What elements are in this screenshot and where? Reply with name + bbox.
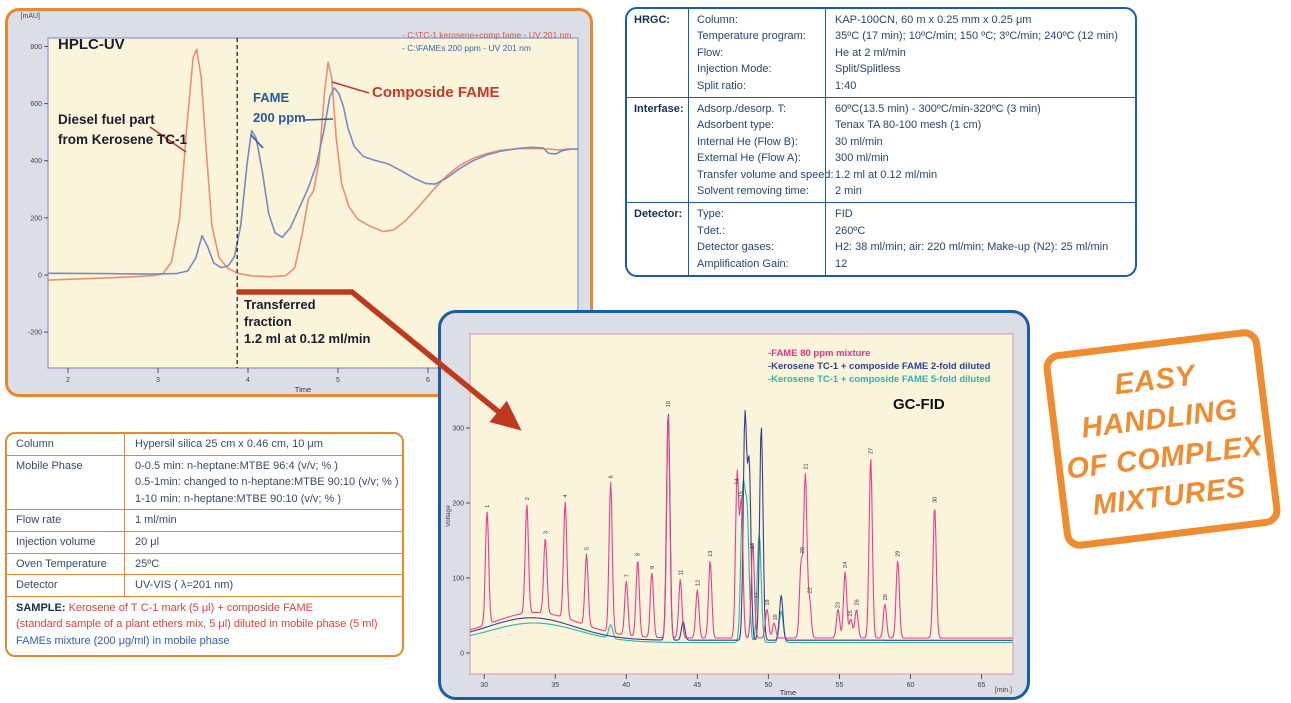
method-table-row: Injection volume 20 μl — [7, 530, 402, 553]
method-param-value: 1 ml/min — [135, 514, 177, 527]
gc-fid-panel — [438, 310, 1030, 700]
hrgc-param-value: 1.2 ml at 0.12 ml/min — [835, 168, 938, 181]
hrgc-param-name: Temperature program: — [697, 30, 806, 43]
hrgc-param-value: 30 ml/min — [835, 135, 883, 148]
hrgc-param-value: 60ºC(13.5 min) - 300ºC/min-320ºC (3 min) — [835, 103, 1041, 116]
hrgc-param-name: Solvent removing time: — [697, 185, 809, 198]
easy-handling-stamp: EASY HANDLING OF COMPLEX MIXTURES — [1041, 327, 1283, 551]
hrgc-param-value: H2: 38 ml/min; air: 220 ml/min; Make-up … — [835, 241, 1109, 254]
hrgc-param-name: Flow: — [697, 46, 724, 59]
method-param-value: 0-0.5 min: n-heptane:MTBE 96:4 (v/v; % ) — [135, 459, 338, 472]
hrgc-param-name: Split ratio: — [697, 79, 746, 92]
method-table-row: Flow rate 1 ml/min — [7, 509, 402, 531]
method-table-row: Mobile Phase 0-0.5 min: n-heptane:MTBE 96… — [7, 454, 402, 510]
hrgc-param-value: Split/Splitless — [835, 63, 901, 76]
hrgc-param-value: Tenax TA 80-100 mesh (1 cm) — [835, 119, 982, 132]
method-param-value: 0.5-1min: changed to n-heptane:MTBE 90:1… — [135, 476, 399, 489]
hrgc-param-name: Injection Mode: — [697, 63, 772, 76]
hrgc-param-value: FID — [835, 208, 853, 221]
hrgc-param-value: 1:40 — [835, 79, 857, 92]
hrgc-section-label: HRGC: — [627, 9, 689, 98]
method-param-name: Injection volume — [7, 531, 125, 553]
method-table-row: Detector UV-VIS ( λ=201 nm) — [7, 574, 402, 596]
hrgc-section: HRGC: Column: Temperature program: Flow: Inj… — [627, 9, 1135, 98]
hrgc-param-name: External He (Flow A): — [697, 152, 801, 165]
sample-label: SAMPLE: — [16, 601, 66, 614]
sample-description: SAMPLE: Kerosene of Т С-1 mark (5 μl) + … — [7, 597, 402, 655]
method-param-name: Column — [7, 434, 125, 455]
hrgc-param-name: Adsorp./desorp. T: — [697, 103, 787, 116]
sample-line3: FAMEs mixture (200 μg/ml) in mobile phas… — [16, 634, 230, 647]
method-param-name: Flow rate — [7, 510, 125, 531]
hrgc-param-value: He at 2 ml/min — [835, 46, 906, 59]
method-param-name: Mobile Phase — [7, 455, 125, 510]
sample-line1: Kerosene of Т С-1 mark (5 μl) + composid… — [68, 601, 314, 614]
hrgc-section-label: Interfase: — [627, 98, 689, 203]
hrgc-param-name: Detector gases: — [697, 241, 775, 254]
sample-line2: (standard sample of a plant ethers mix, … — [16, 618, 378, 631]
hrgc-section: Detector: Type: Tdet.: Detector gases: Ampli… — [627, 202, 1135, 276]
hrgc-param-name: Type: — [697, 208, 724, 221]
hrgc-param-name: Amplification Gain: — [697, 257, 789, 270]
hrgc-section-label: Detector: — [627, 203, 689, 276]
method-param-value: Hypersil silica 25 cm x 0.46 cm, 10 μm — [135, 438, 323, 450]
hrgc-param-value: KAP-100CN, 60 m x 0.25 mm x 0.25 μm — [835, 14, 1032, 26]
hrgc-param-name: Internal He (Flow B): — [697, 135, 798, 148]
hrgc-section: Interfase: Adsorp./desorp. T: Adsorbent ty… — [627, 97, 1135, 203]
hrgc-param-value: 300 ml/min — [835, 152, 889, 165]
sample-row: SAMPLE: Kerosene of Т С-1 mark (5 μl) + … — [7, 595, 402, 655]
method-param-value: 1-10 min: n-heptane:MTBE 90:10 (v/v; % ) — [135, 492, 342, 505]
hrgc-param-value: 260ºC — [835, 224, 866, 237]
method-param-name: Oven Temperature — [7, 553, 125, 575]
method-param-name: Detector — [7, 575, 125, 596]
method-table-row: Oven Temperature 25ºC — [7, 552, 402, 575]
hrgc-param-name: Column: — [697, 14, 738, 26]
hrgc-param-value: 35ºC (17 min); 10ºC/min; 150 ºC; 3ºC/min… — [835, 30, 1118, 43]
hrgc-param-name: Transfer volume and speed: — [697, 168, 834, 181]
hplc-method-table: Column Hypersil silica 25 cm x 0.46 cm, 1… — [5, 432, 404, 657]
method-table-row: Column Hypersil silica 25 cm x 0.46 cm, 1… — [7, 434, 402, 455]
hrgc-param-value: 12 — [835, 257, 848, 270]
method-param-value: 25ºC — [135, 557, 160, 570]
hrgc-param-value: 2 min — [835, 185, 862, 198]
method-param-value: UV-VIS ( λ=201 nm) — [135, 579, 234, 592]
hrgc-parameters-table: HRGC: Column: Temperature program: Flow: Inj… — [625, 7, 1137, 278]
hrgc-param-name: Tdet.: — [697, 224, 726, 237]
method-param-value: 20 μl — [135, 535, 160, 548]
hrgc-param-name: Adsorbent type: — [697, 119, 775, 132]
